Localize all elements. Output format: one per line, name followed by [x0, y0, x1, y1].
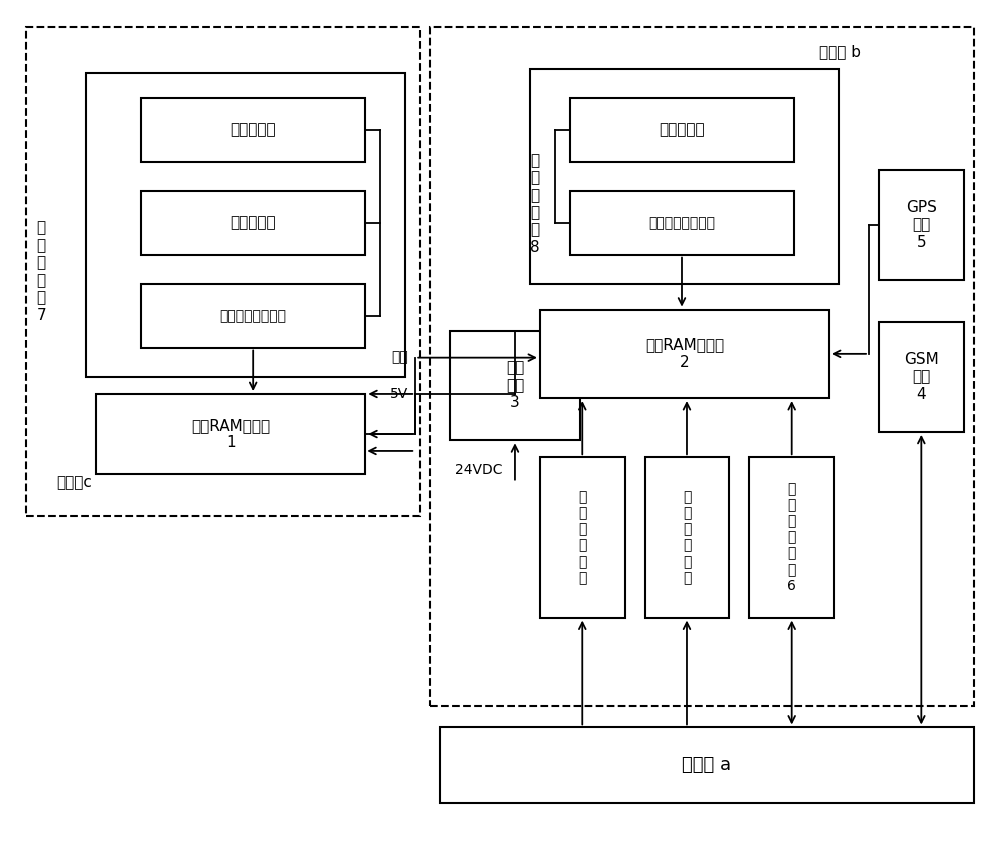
- Bar: [570, 98, 794, 162]
- Bar: [141, 191, 365, 255]
- Text: 主机组 b: 主机组 b: [819, 45, 861, 59]
- Text: 高
电
平
检
测
线: 高 电 平 检 测 线: [578, 490, 586, 585]
- Bar: [96, 394, 365, 474]
- Bar: [879, 322, 964, 432]
- Text: GPS
模块
5: GPS 模块 5: [906, 200, 937, 250]
- Bar: [540, 309, 829, 398]
- Bar: [879, 170, 964, 280]
- Text: 低
电
平
检
测
线: 低 电 平 检 测 线: [683, 490, 691, 585]
- Text: 后端RAM处理器
2: 后端RAM处理器 2: [645, 338, 724, 370]
- Text: 后
端
传
感
器
8: 后 端 传 感 器 8: [530, 153, 540, 255]
- Bar: [430, 27, 974, 706]
- Text: 电源
模块
3: 电源 模块 3: [506, 361, 524, 411]
- Bar: [450, 330, 580, 440]
- Text: 网
络
接
口
模
块
6: 网 络 接 口 模 块 6: [787, 482, 796, 593]
- Text: 串口: 串口: [392, 351, 408, 365]
- Bar: [141, 285, 365, 347]
- Bar: [26, 27, 420, 517]
- Text: 温度传感器: 温度传感器: [230, 123, 276, 137]
- Text: 前端RAM处理器
1: 前端RAM处理器 1: [191, 418, 270, 451]
- Bar: [440, 728, 974, 804]
- Bar: [86, 73, 405, 377]
- Bar: [749, 457, 834, 617]
- Bar: [540, 457, 625, 617]
- Bar: [530, 69, 839, 285]
- Text: 5V: 5V: [390, 387, 408, 401]
- Text: 辅机组c: 辅机组c: [56, 475, 92, 490]
- Bar: [141, 98, 365, 162]
- Text: 三轴加速度传感器: 三轴加速度传感器: [220, 309, 287, 323]
- Text: 24VDC: 24VDC: [455, 463, 503, 477]
- Text: 三轴陀螺仪: 三轴陀螺仪: [230, 215, 276, 230]
- Text: 服务器 a: 服务器 a: [682, 756, 731, 774]
- Text: GSM
模块
4: GSM 模块 4: [904, 352, 939, 402]
- Text: 三轴陀螺仪: 三轴陀螺仪: [659, 123, 705, 137]
- Text: 前
端
传
感
器
7: 前 端 传 感 器 7: [36, 220, 46, 323]
- Bar: [645, 457, 729, 617]
- Text: 三轴加速度传感器: 三轴加速度传感器: [648, 216, 715, 230]
- Bar: [570, 191, 794, 255]
